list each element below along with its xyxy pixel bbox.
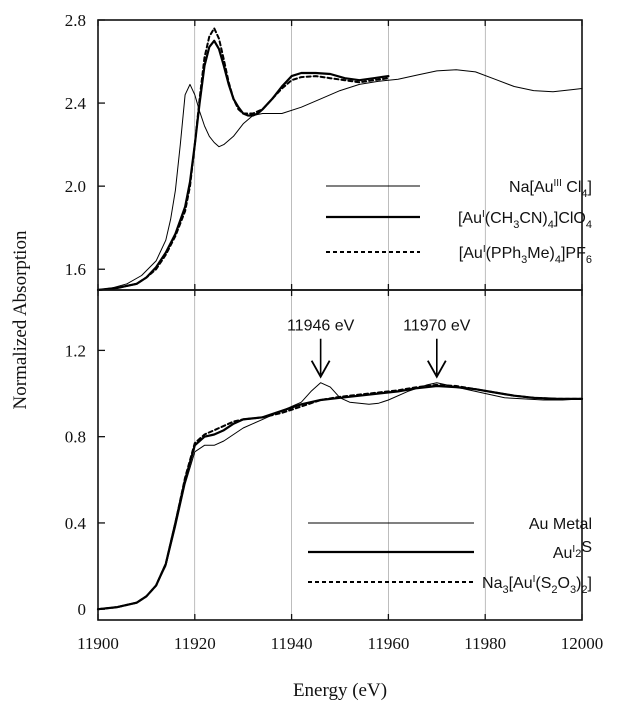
top-panel: 1.6 2.0 2.4 2.8 Na[AuIII Cl4] [AuI(CH3CN)4]Cl… — [65, 11, 592, 292]
top-y-tick-label: 2.4 — [65, 94, 87, 113]
top-y-tick-label: 2.0 — [65, 177, 86, 196]
top-legend-label-3: [AuI(PPh3Me)4]PF6 — [459, 244, 592, 266]
annotation-arrow-head-2 — [427, 360, 447, 379]
x-tick-label: 11940 — [271, 634, 313, 653]
annotation-arrow-head-1 — [310, 360, 331, 379]
bottom-y-tick-label: 0.4 — [65, 514, 87, 533]
top-legend-label-2: [AuI(CH3CN)4]ClO4 — [458, 209, 592, 231]
x-axis: 11900 11920 11940 11960 11980 12000 — [77, 634, 603, 653]
top-series-3-line — [97, 27, 390, 291]
x-tick-label: 11900 — [77, 634, 119, 653]
annotation-label-2: 11970 eV — [403, 318, 471, 335]
top-series-1-line — [97, 69, 583, 291]
y-axis-title: Normalized Absorption — [10, 230, 31, 409]
top-y-tick-label: 1.6 — [65, 260, 86, 279]
bottom-panel: 0 0.4 0.8 1.2 Au Metal AuI2S Na3[AuI(S2O3)2] 11… — [65, 289, 592, 621]
bottom-series-3-line — [97, 383, 583, 611]
annotation-label-1: 11946 eV — [287, 318, 355, 335]
bottom-y-tick-label: 0 — [78, 600, 87, 619]
top-series-2-line — [96, 39, 390, 292]
x-axis-title: Energy (eV) — [293, 680, 387, 701]
bottom-legend-label-3: Na3[AuI(S2O3)2] — [482, 574, 592, 596]
x-tick-label: 11920 — [174, 634, 216, 653]
bottom-panel-frame — [97, 289, 583, 621]
x-tick-label: 12000 — [561, 634, 604, 653]
bottom-y-tick-label: 0.8 — [65, 428, 86, 447]
top-y-tick-label: 2.8 — [65, 11, 86, 30]
bottom-y-tick-label: 1.2 — [65, 341, 86, 360]
x-tick-label: 11980 — [464, 634, 506, 653]
top-legend-label-1: Na[AuIII Cl4] — [509, 178, 592, 200]
x-tick-label: 11960 — [367, 634, 409, 653]
bottom-legend-label-1: Au Metal — [529, 516, 592, 533]
bottom-legend-label-2: AuI2S — [553, 539, 592, 562]
